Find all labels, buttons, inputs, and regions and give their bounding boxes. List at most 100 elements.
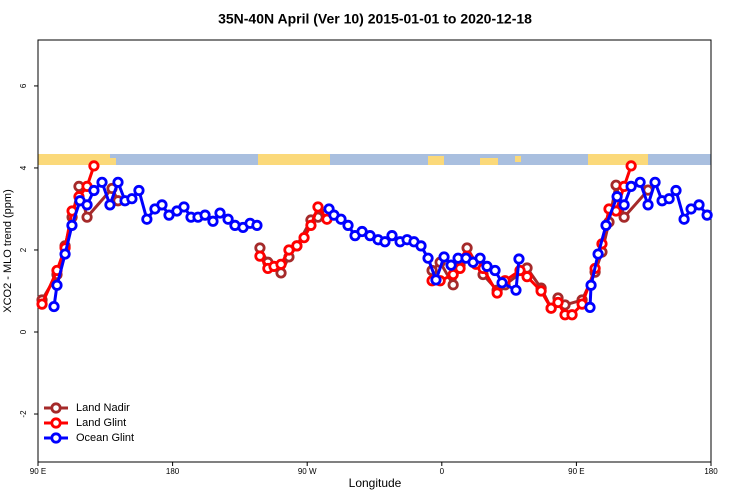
point xyxy=(342,219,354,231)
x-tick-label: 90 E xyxy=(30,467,46,476)
y-tick-label: 4 xyxy=(19,165,28,170)
point xyxy=(584,301,596,313)
point xyxy=(592,248,604,260)
point xyxy=(693,199,705,211)
legend-label: Land Nadir xyxy=(76,402,130,414)
legend-marker xyxy=(50,432,62,444)
x-tick-label: 0 xyxy=(440,467,445,476)
point xyxy=(104,199,116,211)
point xyxy=(430,274,442,286)
point xyxy=(445,259,457,271)
x-tick-label: 180 xyxy=(166,467,180,476)
point xyxy=(178,201,190,213)
x-axis-label: Longitude xyxy=(349,476,402,490)
point xyxy=(701,209,713,221)
point xyxy=(663,193,675,205)
land-band xyxy=(480,158,498,165)
legend-label: Land Glint xyxy=(76,417,126,429)
point xyxy=(81,199,93,211)
point xyxy=(48,300,60,313)
point xyxy=(305,219,317,231)
point xyxy=(513,253,525,265)
point xyxy=(291,240,303,252)
y-tick-label: 0 xyxy=(19,329,28,334)
point xyxy=(535,285,547,297)
point xyxy=(618,211,630,223)
land-band xyxy=(38,154,110,165)
y-tick-label: -2 xyxy=(19,410,28,418)
y-tick-label: 6 xyxy=(19,83,28,88)
point xyxy=(618,199,630,211)
point xyxy=(491,287,503,299)
point xyxy=(59,248,71,260)
x-tick-label: 90 E xyxy=(568,467,584,476)
point xyxy=(438,251,450,263)
point xyxy=(611,191,623,203)
point xyxy=(126,193,138,205)
point xyxy=(489,264,501,277)
point xyxy=(454,262,466,275)
point xyxy=(634,176,646,188)
point xyxy=(364,230,376,242)
point xyxy=(447,268,459,281)
point xyxy=(88,184,100,197)
point xyxy=(510,284,522,296)
legend-marker xyxy=(50,402,62,414)
legend-label: Ocean Glint xyxy=(76,432,134,444)
point xyxy=(521,271,533,283)
point xyxy=(36,298,48,310)
point xyxy=(670,184,682,197)
point xyxy=(275,258,287,270)
point xyxy=(156,199,168,211)
point xyxy=(214,207,226,219)
point xyxy=(678,213,690,225)
point xyxy=(312,201,324,213)
x-tick-label: 180 xyxy=(704,467,718,476)
map-strip xyxy=(38,154,711,165)
land-band xyxy=(258,154,330,165)
point xyxy=(207,215,219,227)
point xyxy=(112,176,124,188)
plot-frame xyxy=(37,39,712,463)
point xyxy=(254,250,266,262)
point xyxy=(298,232,310,244)
land-band xyxy=(106,158,116,165)
ocean-band xyxy=(38,154,711,165)
point xyxy=(649,176,661,188)
x-tick-label: 90 W xyxy=(298,467,317,476)
point xyxy=(447,279,459,291)
point xyxy=(81,211,93,223)
point xyxy=(96,176,108,188)
point xyxy=(552,296,564,309)
point xyxy=(199,209,211,221)
point xyxy=(642,199,654,211)
point xyxy=(625,180,637,193)
point xyxy=(251,219,263,231)
point xyxy=(566,309,578,321)
point xyxy=(496,277,508,289)
point xyxy=(335,213,347,225)
y-axis-label: XCO2 - MLO trend (ppm) xyxy=(2,189,14,312)
point xyxy=(51,279,63,291)
point xyxy=(625,160,637,172)
point xyxy=(481,260,493,272)
point xyxy=(88,160,100,172)
point xyxy=(422,252,434,264)
y-tick-label: 2 xyxy=(19,247,28,252)
point xyxy=(222,213,234,225)
point xyxy=(600,219,612,231)
chart-title: 35N-40N April (Ver 10) 2015-01-01 to 202… xyxy=(218,11,532,27)
point xyxy=(379,236,391,248)
point xyxy=(545,302,557,314)
point xyxy=(474,252,486,264)
land-band xyxy=(428,156,444,165)
point xyxy=(141,213,153,225)
point xyxy=(415,240,427,252)
land-band xyxy=(588,154,648,165)
point xyxy=(133,184,145,197)
land-band xyxy=(515,156,521,162)
point xyxy=(66,219,78,231)
point xyxy=(585,279,597,291)
point xyxy=(386,230,398,242)
legend-marker xyxy=(50,417,62,429)
